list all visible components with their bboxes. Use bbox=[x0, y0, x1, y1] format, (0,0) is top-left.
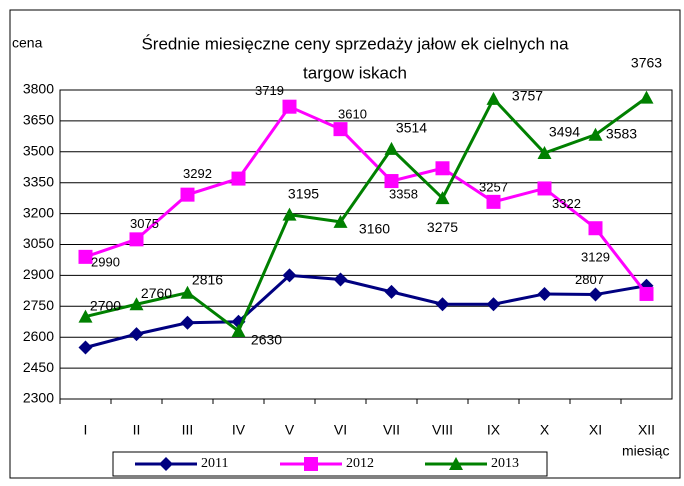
x-tick-label: XI bbox=[589, 422, 602, 438]
data-label: 3322 bbox=[552, 196, 581, 211]
series-line bbox=[85, 273, 647, 349]
data-label: 2760 bbox=[141, 285, 172, 301]
data-label: 2807 bbox=[575, 272, 604, 287]
data-point bbox=[588, 287, 603, 302]
data-point bbox=[129, 327, 144, 342]
data-label: 3075 bbox=[130, 216, 159, 231]
data-label: 2630 bbox=[251, 332, 282, 348]
data-point bbox=[180, 187, 195, 202]
legend-marker bbox=[159, 457, 173, 471]
y-tick-label: 2300 bbox=[23, 390, 54, 406]
y-tick-label: 3200 bbox=[23, 204, 54, 220]
data-point bbox=[180, 285, 195, 299]
x-tick-label: IV bbox=[232, 422, 246, 438]
x-tick-label: II bbox=[133, 422, 141, 438]
data-point bbox=[78, 309, 93, 323]
data-point bbox=[435, 297, 450, 312]
y-tick-label: 2450 bbox=[23, 359, 54, 375]
data-point bbox=[333, 214, 348, 228]
data-point bbox=[639, 90, 654, 104]
data-point bbox=[537, 286, 552, 301]
data-label: 3257 bbox=[479, 179, 508, 194]
data-label: 3514 bbox=[396, 120, 427, 136]
chart-title: targow iskach bbox=[303, 63, 407, 82]
y-tick-label: 2900 bbox=[23, 266, 54, 282]
data-label: 3195 bbox=[288, 185, 319, 201]
data-point bbox=[282, 207, 297, 221]
data-label: 3129 bbox=[581, 250, 610, 265]
y-tick-label: 3050 bbox=[23, 235, 54, 251]
series-line bbox=[85, 104, 648, 295]
y-tick-label: 2750 bbox=[23, 297, 54, 313]
y-tick-label: 3350 bbox=[23, 173, 54, 189]
y-tick-label: 2600 bbox=[23, 328, 54, 344]
chart-title: Średnie miesięczne ceny sprzedaży jałow … bbox=[141, 34, 569, 53]
data-point bbox=[231, 324, 246, 338]
data-point bbox=[129, 232, 144, 247]
data-point bbox=[384, 284, 399, 299]
data-label: 3358 bbox=[389, 186, 418, 201]
data-label: 3292 bbox=[183, 166, 212, 181]
data-point bbox=[78, 340, 93, 355]
data-point bbox=[486, 91, 501, 105]
x-tick-label: V bbox=[285, 422, 295, 438]
data-point bbox=[282, 268, 297, 283]
data-point bbox=[486, 297, 501, 312]
legend-marker bbox=[449, 457, 463, 470]
legend-label: 2013 bbox=[491, 456, 519, 471]
data-point bbox=[588, 127, 603, 141]
data-point bbox=[333, 122, 348, 137]
x-tick-label: X bbox=[540, 422, 550, 438]
y-tick-label: 3500 bbox=[23, 143, 54, 159]
legend-box bbox=[112, 451, 548, 477]
data-label: 3494 bbox=[549, 124, 580, 140]
data-label: 2990 bbox=[91, 254, 120, 269]
data-point bbox=[486, 194, 501, 209]
data-point bbox=[333, 272, 348, 287]
data-label: 3610 bbox=[338, 107, 367, 122]
data-label: 3583 bbox=[606, 125, 637, 141]
legend-marker bbox=[304, 457, 318, 471]
data-label: 3160 bbox=[359, 221, 390, 237]
data-point bbox=[435, 161, 450, 176]
data-label: 3275 bbox=[427, 219, 458, 235]
x-tick-label: I bbox=[84, 422, 88, 438]
data-point bbox=[180, 315, 195, 330]
data-label: 3757 bbox=[512, 88, 543, 104]
legend-label: 2011 bbox=[201, 456, 228, 471]
x-tick-label: VI bbox=[334, 422, 347, 438]
data-label: 2816 bbox=[192, 271, 223, 287]
series-line bbox=[85, 96, 648, 334]
data-point bbox=[384, 174, 399, 189]
y-axis-label: cena bbox=[12, 35, 43, 51]
x-tick-label: IX bbox=[487, 422, 501, 438]
data-label: 3719 bbox=[255, 83, 284, 98]
data-point bbox=[282, 99, 297, 114]
legend-label: 2012 bbox=[346, 456, 374, 471]
data-point bbox=[129, 297, 144, 311]
data-point bbox=[78, 249, 93, 264]
x-tick-label: VIII bbox=[432, 422, 453, 438]
y-tick-label: 3800 bbox=[23, 81, 54, 97]
data-point bbox=[639, 286, 654, 301]
data-point bbox=[588, 221, 603, 236]
y-tick-label: 3650 bbox=[23, 112, 54, 128]
data-label: 3763 bbox=[631, 54, 662, 70]
x-tick-label: III bbox=[182, 422, 194, 438]
data-point bbox=[384, 141, 399, 155]
x-tick-label: XII bbox=[638, 422, 655, 438]
x-tick-label: VII bbox=[383, 422, 400, 438]
data-point bbox=[435, 191, 450, 205]
x-axis-label: miesiąc bbox=[622, 443, 669, 459]
data-point bbox=[537, 181, 552, 196]
data-point bbox=[231, 171, 246, 186]
data-point bbox=[537, 146, 552, 160]
chart-border bbox=[9, 9, 681, 479]
data-label: 2700 bbox=[90, 297, 121, 313]
